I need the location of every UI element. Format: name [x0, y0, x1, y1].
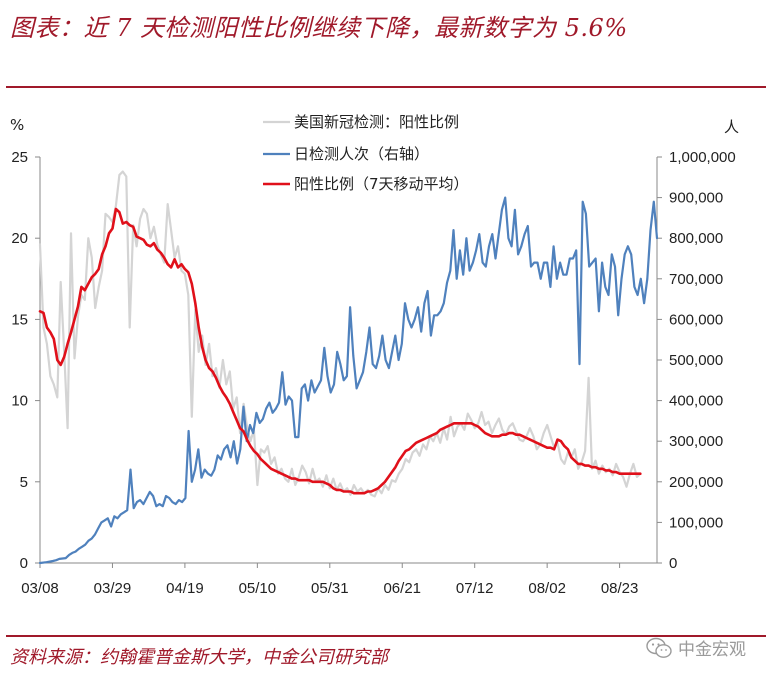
- series-daily-tests-line: [38, 196, 659, 565]
- footer-divider: [6, 635, 766, 637]
- source-note: 资料来源：约翰霍普金斯大学，中金公司研究部: [10, 647, 388, 668]
- title-divider: [6, 86, 766, 88]
- chart: 0 5 10 15 20 25 0 100,000 200,000 300,000 400,000 5…: [10, 113, 739, 597]
- right-tick-label: 500,000: [669, 352, 723, 369]
- right-tick-label: 0: [669, 555, 677, 572]
- left-tick-label: 5: [20, 474, 28, 491]
- right-tick-label: 200,000: [669, 474, 723, 491]
- x-tick-label: 08/02: [528, 580, 566, 597]
- left-tick-label: 0: [20, 555, 28, 572]
- right-tick-label: 900,000: [669, 190, 723, 207]
- right-tick-label: 300,000: [669, 433, 723, 450]
- left-tick-label: 20: [11, 230, 28, 247]
- right-unit-label: 人: [724, 118, 739, 136]
- right-tick-label: 1,000,000: [669, 149, 736, 166]
- legend-daily-tests-label: 日检测人次（右轴）: [294, 145, 429, 163]
- page-title: 图表：近 7 天检测阳性比例继续下降，最新数字为 5.6%: [10, 14, 628, 42]
- left-tick-label: 10: [11, 393, 28, 410]
- legend-7day-avg-label: 阳性比例（7天移动平均）: [294, 175, 469, 193]
- left-tick-label: 15: [11, 311, 28, 328]
- x-tick-label: 05/31: [311, 580, 349, 597]
- x-tick-label: 07/12: [456, 580, 494, 597]
- x-tick-label: 03/29: [94, 580, 132, 597]
- right-tick-label: 600,000: [669, 311, 723, 328]
- x-tick-label: 03/08: [21, 580, 59, 597]
- right-tick-label: 700,000: [669, 271, 723, 288]
- x-tick-label: 05/10: [239, 580, 277, 597]
- right-tick-label: 100,000: [669, 514, 723, 531]
- x-tick-label: 06/21: [383, 580, 421, 597]
- series-group: [38, 170, 659, 565]
- right-tick-label: 800,000: [669, 230, 723, 247]
- legend-positivity-label: 美国新冠检测：阳性比例: [294, 113, 459, 131]
- x-tick-label: 04/19: [166, 580, 204, 597]
- x-tick-label: 08/23: [601, 580, 639, 597]
- series-positivity-7day-avg-line: [38, 207, 642, 495]
- watermark-text: 中金宏观: [678, 640, 746, 660]
- wechat-icon: [646, 637, 672, 658]
- left-unit-label: %: [10, 116, 24, 134]
- watermark: 中金宏观: [646, 635, 746, 660]
- right-tick-label: 400,000: [669, 393, 723, 410]
- left-tick-label: 25: [11, 149, 28, 166]
- axes: 0 5 10 15 20 25 0 100,000 200,000 300,000 400,000 5…: [10, 116, 739, 597]
